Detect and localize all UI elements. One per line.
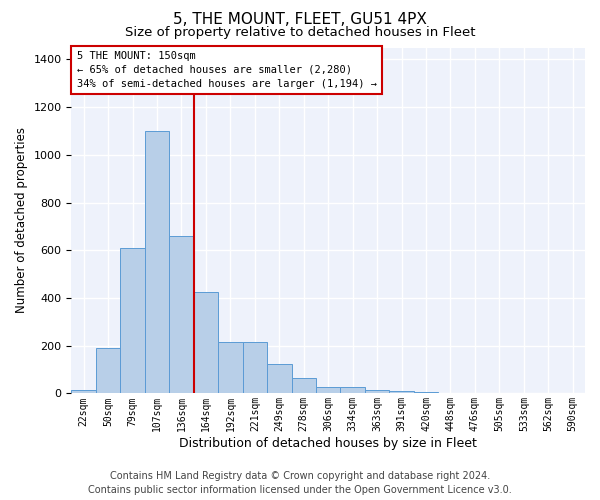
Y-axis label: Number of detached properties: Number of detached properties bbox=[15, 128, 28, 314]
Bar bbox=[389, 391, 414, 394]
Text: Size of property relative to detached houses in Fleet: Size of property relative to detached ho… bbox=[125, 26, 475, 39]
Bar bbox=[292, 378, 316, 394]
X-axis label: Distribution of detached houses by size in Fleet: Distribution of detached houses by size … bbox=[179, 437, 477, 450]
Bar bbox=[267, 364, 292, 394]
Bar bbox=[121, 248, 145, 394]
Bar bbox=[71, 390, 96, 394]
Bar bbox=[145, 131, 169, 394]
Text: 5, THE MOUNT, FLEET, GU51 4PX: 5, THE MOUNT, FLEET, GU51 4PX bbox=[173, 12, 427, 28]
Bar bbox=[242, 342, 267, 394]
Bar bbox=[340, 388, 365, 394]
Text: Contains HM Land Registry data © Crown copyright and database right 2024.
Contai: Contains HM Land Registry data © Crown c… bbox=[88, 471, 512, 495]
Bar bbox=[365, 390, 389, 394]
Bar bbox=[96, 348, 121, 394]
Bar bbox=[169, 236, 194, 394]
Bar bbox=[218, 342, 242, 394]
Text: 5 THE MOUNT: 150sqm
← 65% of detached houses are smaller (2,280)
34% of semi-det: 5 THE MOUNT: 150sqm ← 65% of detached ho… bbox=[77, 51, 377, 89]
Bar bbox=[194, 292, 218, 394]
Bar bbox=[316, 388, 340, 394]
Bar bbox=[414, 392, 438, 394]
Bar bbox=[438, 392, 463, 394]
